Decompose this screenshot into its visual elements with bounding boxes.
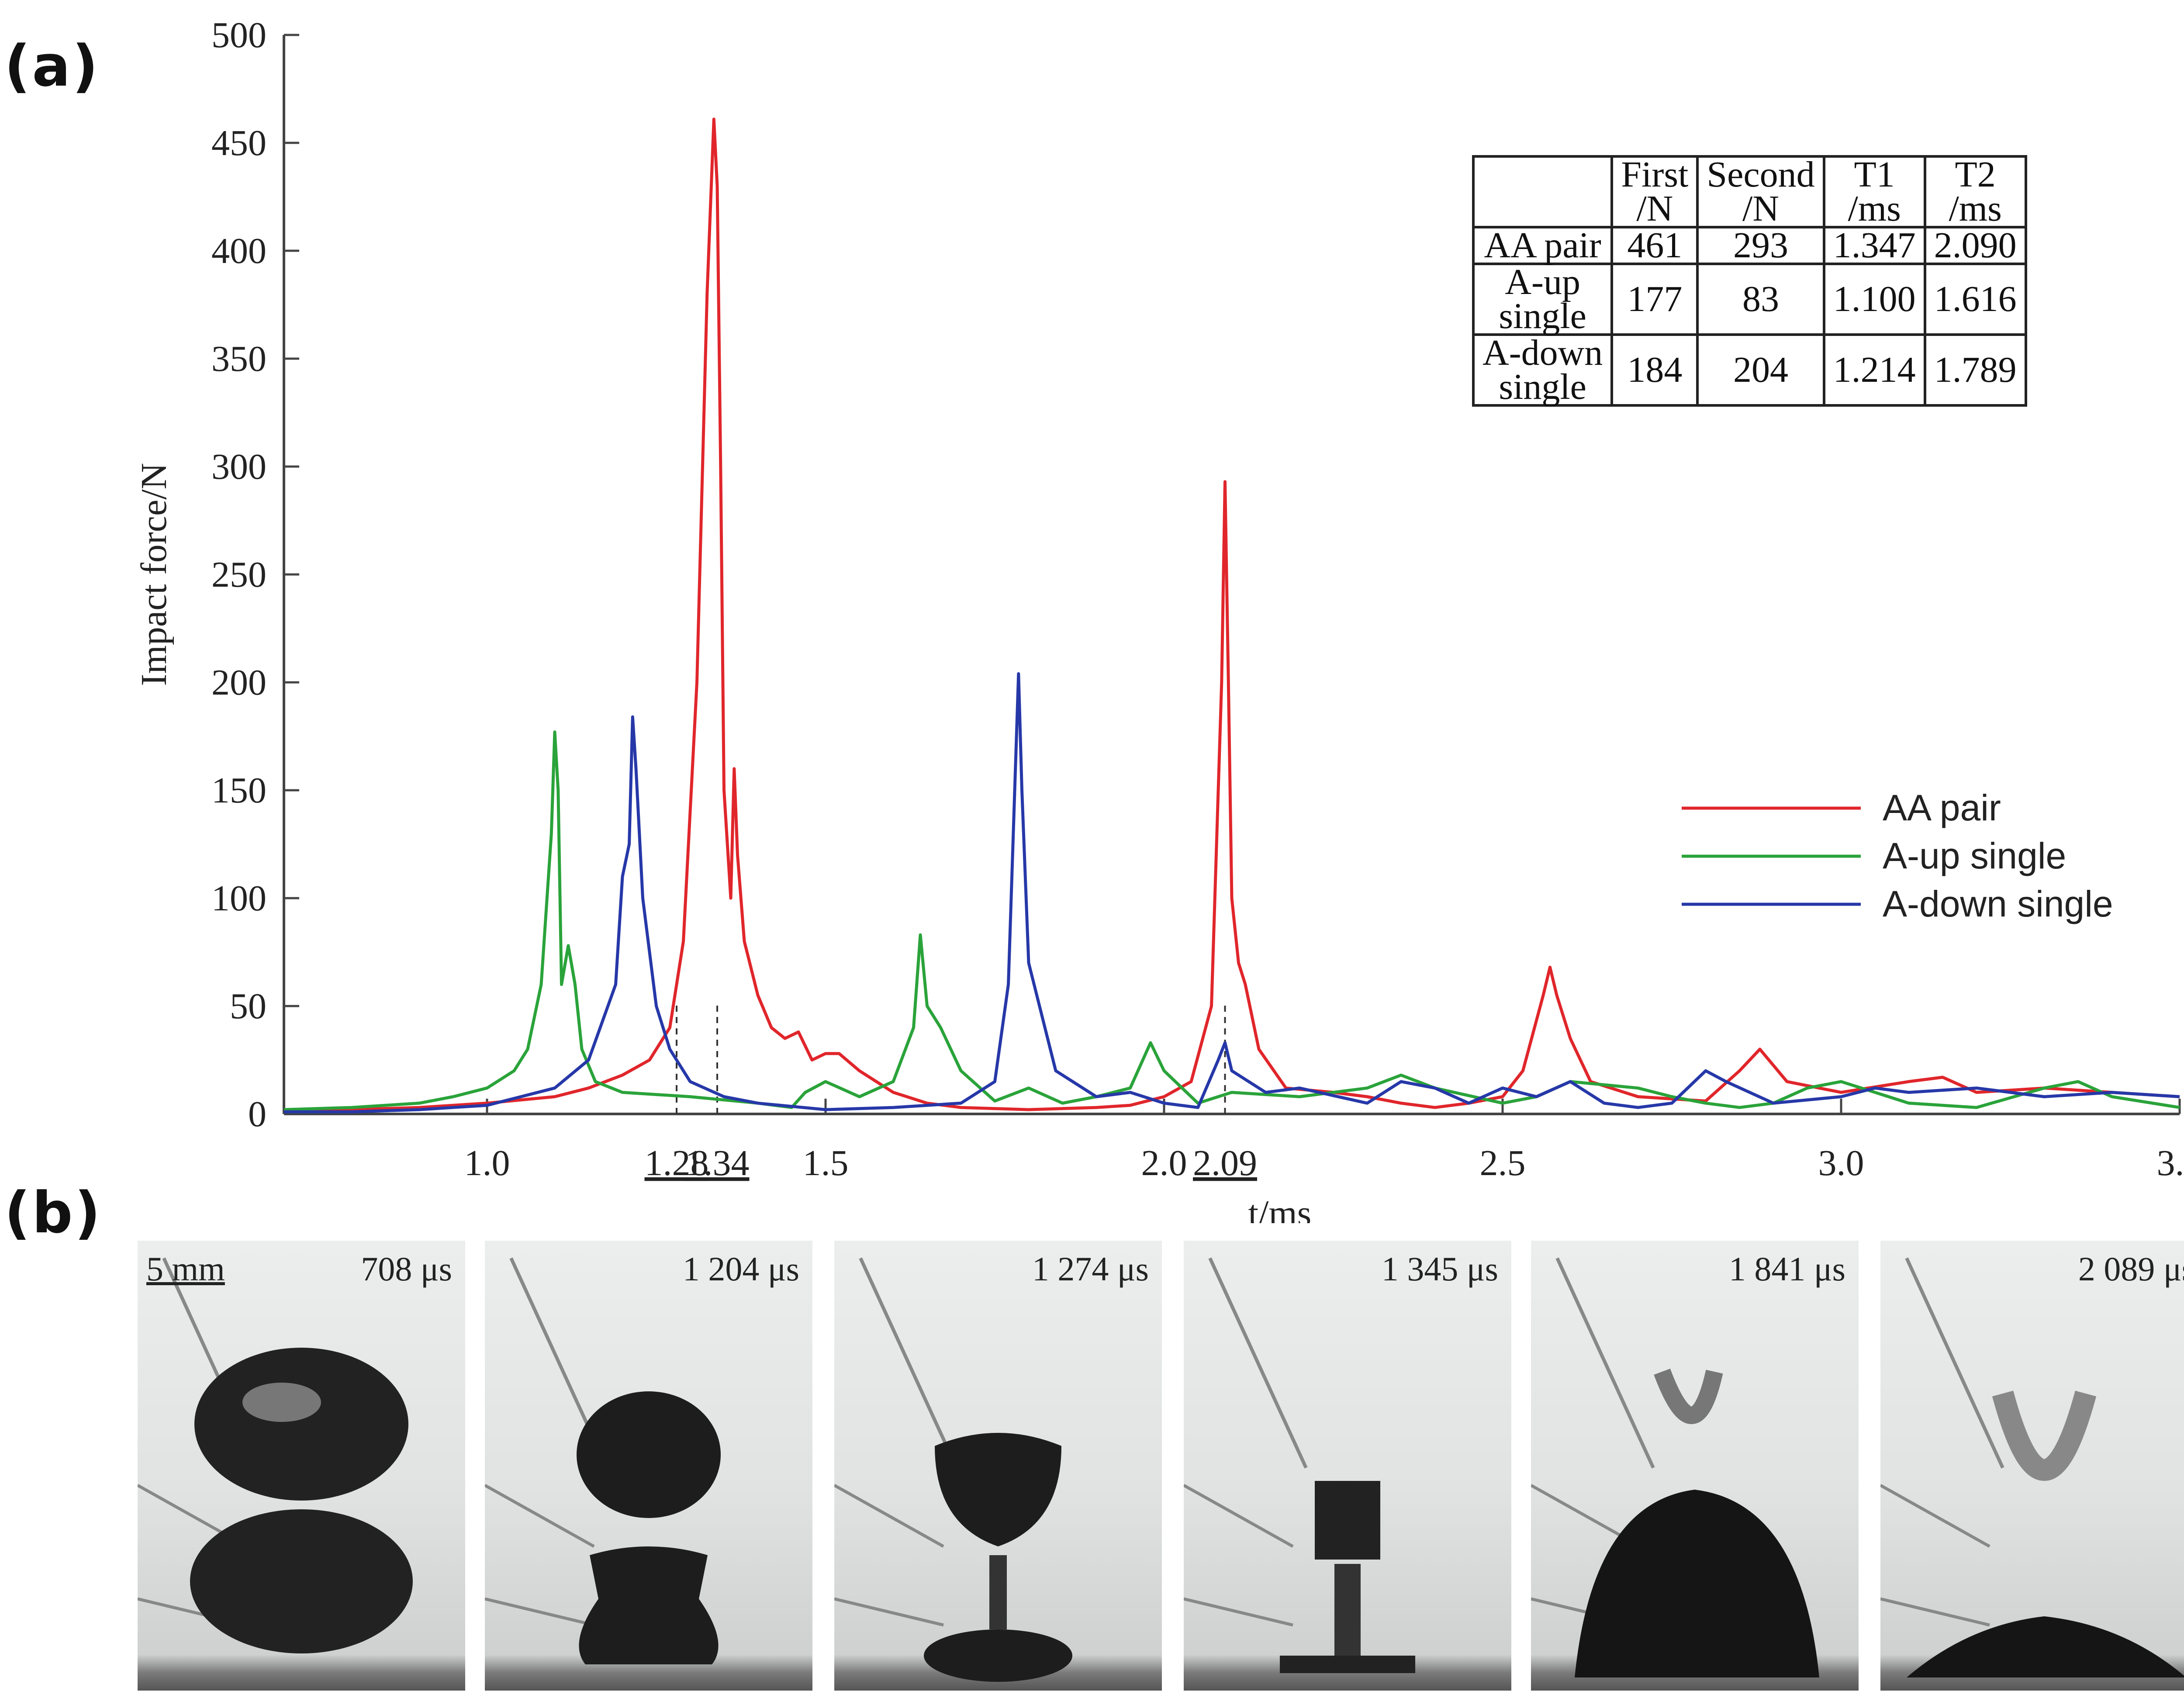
high-speed-photo: 1 345 μs [1184,1241,1511,1691]
photo-timestamp: 708 μs [361,1250,452,1288]
photo-timestamp: 1 204 μs [682,1250,799,1288]
table-header-cell: T2/ms [1923,155,2027,228]
marked-time-label: 1.28 [645,1143,709,1183]
y-tick-label: 450 [211,123,266,163]
y-tick-label: 250 [211,554,266,595]
table-row-label: AA pair [1472,226,1614,265]
legend: AA pair A-up single A-down single [1682,787,2113,924]
marked-time-label: 1.34 [685,1143,750,1183]
series-line-3 [284,672,2180,1114]
table-cell: 1.616 [1923,263,2027,336]
x-tick-label: 2.5 [1480,1143,1526,1183]
x-axis-label: t/ms [1248,1193,1312,1223]
x-tick-label: 3.0 [1818,1143,1864,1183]
high-speed-photo: 1 841 μs [1531,1241,1859,1691]
photo-timestamp: 2 089 μs [2078,1250,2184,1288]
table-cell: 1.347 [1822,226,1926,265]
y-tick-label: 0 [248,1094,266,1134]
table-header-cell: T1/ms [1822,155,1926,228]
photo-timestamp: 1 274 μs [1032,1250,1149,1288]
panel-label-a: (a) [4,33,100,99]
summary-table: First/N Second/N T1/ms T2/ms AA pair 461 293 1.… [1472,155,2027,407]
table-row-label: A-down single [1472,333,1614,407]
table-row: A-up single 177 83 1.100 1.616 [1472,263,2027,336]
table-cell: 2.090 [1923,226,2027,265]
y-tick-label: 100 [211,878,266,919]
table-cell: 177 [1610,263,1699,336]
table-cell: 293 [1696,226,1825,265]
x-tick-label: 3.5 [2157,1143,2184,1183]
y-tick-label: 200 [211,662,266,703]
table-header-cell: First/N [1610,155,1699,228]
photo-timestamp: 1 841 μs [1728,1250,1845,1288]
legend-label: A-up single [1883,835,2066,876]
high-speed-photo: 1 274 μs [834,1241,1162,1691]
series-group [283,118,2180,1114]
series-line-1 [283,118,2180,1114]
table-row: A-down single 184 204 1.214 1.789 [1472,333,2027,407]
photo-illustration [1531,1257,1819,1677]
y-axis-label: Impact force/N [134,463,174,686]
x-tick-label: 1.5 [803,1143,849,1183]
photo-timestamp: 1 345 μs [1381,1250,1498,1288]
photo-illustration [834,1257,1072,1682]
legend-label: AA pair [1883,787,2001,828]
photo-illustration [138,1257,413,1653]
high-speed-photo: 1 204 μs [485,1241,812,1691]
y-tick-label: 400 [211,231,266,271]
y-tick-label: 500 [211,15,266,55]
table-row-label: A-up single [1472,263,1614,336]
table-header-cell [1472,155,1614,228]
high-speed-photo: 708 μs 5 mm [138,1241,465,1691]
table-cell: 83 [1696,263,1825,336]
series-line-2 [283,730,2180,1111]
x-tick-label: 1.0 [464,1143,510,1183]
y-tick-label: 150 [211,770,266,811]
marked-time-label: 2.09 [1193,1143,1257,1183]
table-row: AA pair 461 293 1.347 2.090 [1472,226,2027,265]
table-header-row: First/N Second/N T1/ms T2/ms [1472,155,2027,228]
table-cell: 184 [1610,333,1699,407]
legend-label: A-down single [1883,883,2113,924]
y-tick-label: 300 [211,446,266,487]
photo-illustration [485,1257,721,1664]
high-speed-photo: 2 089 μs [1880,1241,2184,1691]
y-tick-label: 50 [230,986,266,1027]
table-cell: 1.789 [1923,333,2027,407]
table-cell: 1.214 [1822,333,1926,407]
table-cell: 204 [1696,333,1825,407]
table-cell: 1.100 [1822,263,1926,336]
table-cell: 461 [1610,226,1699,265]
photo-illustration [1880,1257,2184,1677]
scale-bar-label: 5 mm [146,1250,225,1288]
table-header-cell: Second/N [1696,155,1825,228]
panel-label-b: (b) [4,1179,102,1246]
photo-illustration [1184,1257,1415,1673]
x-tick-label: 2.0 [1141,1143,1187,1183]
y-tick-label: 350 [211,339,266,379]
